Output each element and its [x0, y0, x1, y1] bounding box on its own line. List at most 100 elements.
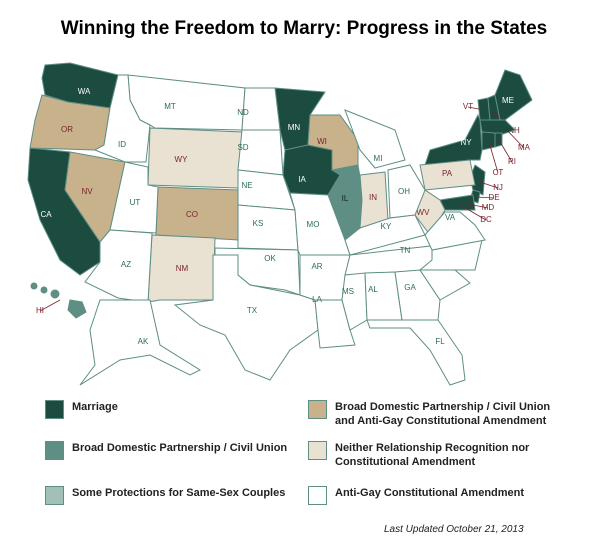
callout-line [39, 299, 61, 312]
legend-item: Some Protections for Same-Sex Couples [45, 486, 297, 505]
state-shape [237, 129, 284, 176]
state-label: FL [435, 337, 445, 346]
state-shape [494, 69, 533, 121]
state-shape [127, 74, 246, 131]
state-label: KS [253, 219, 264, 228]
state-shape [479, 119, 516, 136]
callout-line [479, 181, 499, 189]
legend-label: Neither Relationship Recognition nor Con… [335, 442, 530, 468]
state-shape [494, 132, 503, 148]
state-label: NV [81, 187, 93, 196]
legend-swatch [45, 400, 64, 419]
last-updated: Last Updated October 21, 2013 [384, 524, 524, 535]
state-label: TN [400, 246, 411, 255]
legend-swatch [45, 441, 64, 460]
state-shape [341, 272, 368, 331]
state-label: DC [480, 215, 492, 224]
state-label: VA [445, 213, 456, 222]
state-shape [173, 254, 319, 381]
legend-swatch [308, 400, 327, 419]
legend-label: Marriage [72, 401, 118, 413]
state-label: ME [502, 96, 514, 105]
state-label: AL [368, 285, 378, 294]
callout-line [475, 196, 495, 199]
legend-label: Some Protections for Same-Sex Couples [72, 487, 286, 499]
legend-swatch [308, 486, 327, 505]
state-label: MS [342, 287, 354, 296]
state-label: WV [417, 208, 431, 217]
state-label: ID [118, 140, 126, 149]
state-label: IN [369, 193, 377, 202]
island [40, 286, 48, 294]
callout-line [467, 106, 485, 111]
state-label: OR [61, 125, 73, 134]
state-shape [387, 164, 426, 219]
legend-item: Marriage [45, 400, 297, 419]
state-shape [307, 114, 359, 171]
state-label: AR [311, 262, 322, 271]
state-shape [147, 127, 243, 189]
state-label: UT [130, 198, 141, 207]
state-label: HI [36, 306, 44, 315]
state-label: WI [317, 137, 327, 146]
island [50, 289, 60, 299]
state-label: NJ [493, 183, 503, 192]
state-shape [424, 211, 486, 251]
state-label: MN [288, 123, 301, 132]
state-shape [237, 204, 299, 251]
callout-line [467, 203, 489, 209]
state-label: WA [78, 87, 91, 96]
state-label: AK [138, 337, 149, 346]
state-label: MT [164, 102, 176, 111]
state-label: ND [237, 108, 249, 117]
state-shape [424, 113, 483, 166]
state-shape [439, 194, 476, 211]
state-label: MA [518, 143, 531, 152]
state-label: KY [381, 222, 392, 231]
state-label: SD [237, 143, 248, 152]
state-label: DE [488, 193, 499, 202]
callout-line [504, 127, 525, 149]
legend-label: Anti-Gay Constitutional Amendment [335, 487, 525, 499]
state-label: WY [175, 155, 189, 164]
legend-swatch [45, 486, 64, 505]
state-label: IA [298, 175, 306, 184]
state-label: NM [176, 264, 189, 273]
legend-item: Broad Domestic Partnership / Civil Union… [308, 400, 560, 428]
state-label: AZ [121, 260, 131, 269]
state-label: OK [264, 254, 276, 263]
state-label: PA [442, 169, 453, 178]
state-label: NE [241, 181, 252, 190]
state-label: RI [508, 157, 516, 166]
legend-label: Broad Domestic Partnership / Civil Union… [335, 401, 551, 427]
state-label: TX [247, 306, 258, 315]
state-shape [67, 299, 87, 319]
state-label: MI [374, 154, 383, 163]
state-label: VT [463, 102, 473, 111]
legend-label: Broad Domestic Partnership / Civil Union [72, 442, 288, 454]
state-shape [79, 299, 202, 386]
state-label: CO [186, 210, 198, 219]
title: Winning the Freedom to Marry: Progress i… [60, 18, 548, 39]
island [30, 282, 38, 290]
state-shape [366, 319, 466, 386]
state-shape [93, 74, 151, 163]
state-label: NY [460, 138, 472, 147]
state-label: GA [404, 283, 416, 292]
callout-line [498, 139, 513, 163]
legend-item: Anti-Gay Constitutional Amendment [308, 486, 560, 505]
state-label: CA [40, 210, 52, 219]
legend-item: Broad Domestic Partnership / Civil Union [45, 441, 297, 460]
state-shape [84, 229, 153, 303]
callout-line [488, 141, 499, 174]
state-label: LA [312, 295, 322, 304]
state-shape [481, 131, 496, 151]
state-shape [419, 159, 476, 191]
state-shape [344, 109, 406, 169]
callout-line [461, 205, 487, 221]
legend-item: Neither Relationship Recognition nor Con… [308, 441, 560, 469]
state-label: IL [342, 194, 349, 203]
state-label: MD [482, 203, 495, 212]
